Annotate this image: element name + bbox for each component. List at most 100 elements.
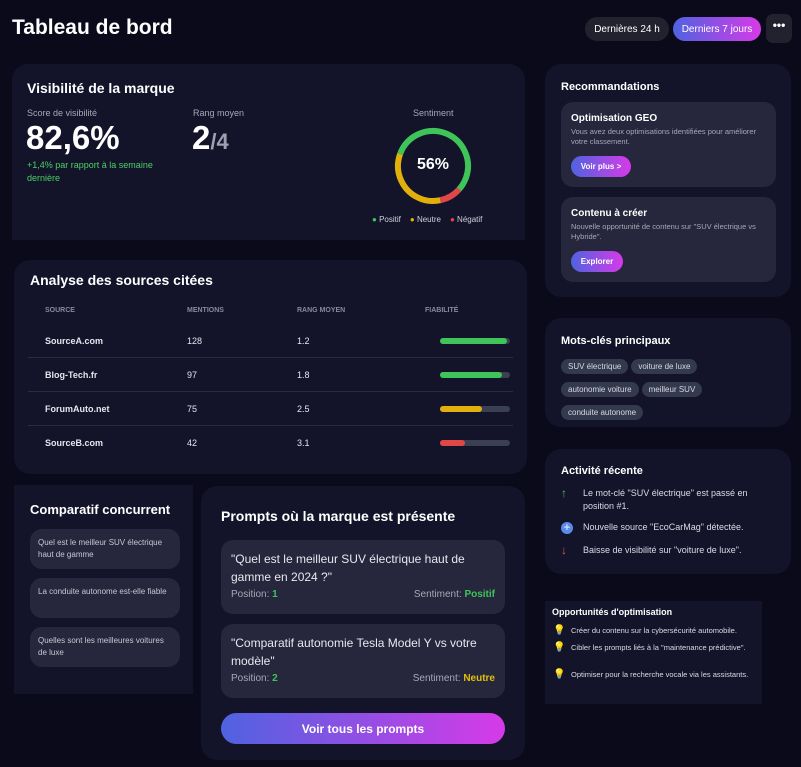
activity-item: Baisse de visibilité sur "voiture de lux… — [583, 545, 742, 555]
opportunity-item: Optimiser pour la recherche vocale via l… — [571, 670, 749, 679]
score-value: 82,6% — [26, 119, 120, 156]
reliability-fill — [440, 338, 507, 344]
legend-neutre: ● Neutre — [409, 215, 441, 224]
keyword-tag[interactable]: meilleur SUV — [641, 382, 703, 397]
donut-slice-neutre — [395, 128, 471, 204]
activity-item: Le mot-clé "SUV électrique" est passé en… — [583, 488, 748, 511]
recommendations-title: Recommandations — [561, 81, 660, 93]
prompt-text: "Comparatif autonomie Tesla Model Y vs v… — [231, 636, 477, 668]
col-mentions: MENTIONS — [187, 307, 224, 314]
sentiment-donut — [395, 128, 471, 204]
ellipsis-icon[interactable]: ••• — [766, 14, 792, 43]
rank-total: /4 — [210, 129, 229, 154]
competitor-item[interactable]: Quelles sont les meilleures voitures de … — [30, 627, 180, 667]
keywords-list: SUV électrique voiture de luxe autonomie v… — [561, 356, 731, 425]
score-delta: +1,4% par rapport à la semaine dernière — [27, 160, 153, 183]
recommendation-title: Optimisation GEO — [571, 113, 658, 124]
prompt-card[interactable]: "Comparatif autonomie Tesla Model Y vs v… — [221, 624, 505, 698]
activity-item: Nouvelle source "EcoCarMag" détectée. — [583, 522, 744, 532]
filter-24h-button[interactable]: Dernières 24 h — [585, 17, 669, 41]
recommendations-card: Recommandations Optimisation GEO Vous av… — [545, 64, 791, 297]
sources-title: Analyse des sources citées — [30, 272, 213, 288]
prompt-position: Position: 2 — [231, 673, 278, 684]
table-row[interactable]: Blog-Tech.fr 97 1.8 — [28, 358, 513, 392]
recommendation-geo: Optimisation GEO Vous avez deux optimisa… — [561, 102, 776, 187]
sources-card: Analyse des sources citées SOURCE MENTIO… — [14, 260, 527, 474]
activity-title: Activité récente — [561, 465, 643, 477]
reliability-fill — [440, 440, 465, 446]
sentiment-center-value: 56% — [416, 156, 450, 173]
competitor-title: Comparatif concurrent — [30, 502, 171, 517]
reliability-fill — [440, 372, 502, 378]
col-reliability: FIABILITÉ — [425, 307, 459, 314]
filter-7days-button[interactable]: Derniers 7 jours — [673, 17, 761, 41]
lightbulb-icon: 💡 — [553, 625, 566, 636]
reliability-fill — [440, 406, 482, 412]
prompt-card[interactable]: "Quel est le meilleur SUV électrique hau… — [221, 540, 505, 614]
opportunities-title: Opportunités d'optimisation — [552, 607, 673, 617]
reliability-bar — [440, 440, 510, 446]
visibility-card: Visibilité de la marque Score de visibil… — [12, 64, 525, 240]
mentions: 75 — [187, 404, 198, 414]
rank: 3.1 — [297, 438, 310, 448]
legend-positif: ● Positif — [372, 215, 401, 224]
activity-card: Activité récente ↑ Le mot-clé "SUV électr… — [545, 449, 791, 574]
recommendation-text: Nouvelle opportunité de contenu sur "SUV… — [571, 222, 756, 241]
source-name: Blog-Tech.fr — [45, 370, 98, 380]
keywords-card: Mots-clés principaux SUV électrique voitu… — [545, 318, 791, 427]
plus-circle-icon: + — [561, 521, 583, 534]
prompt-sentiment: Sentiment: Positif — [413, 589, 495, 600]
sentiment-label: Sentiment — [413, 108, 454, 118]
lightbulb-icon: 💡 — [553, 669, 566, 680]
col-source: SOURCE — [45, 307, 75, 314]
page-title: Tableau de bord — [12, 16, 173, 39]
competitor-item[interactable]: La conduite autonome est-elle fiable — [30, 578, 180, 618]
lightbulb-icon: 💡 — [553, 642, 566, 653]
recommendation-content: Contenu à créer Nouvelle opportunité de … — [561, 197, 776, 282]
source-name: SourceA.com — [45, 336, 104, 346]
prompts-title: Prompts où la marque est présente — [221, 508, 456, 524]
legend-negatif: ● Négatif — [449, 215, 483, 224]
recommendation-title: Contenu à créer — [571, 208, 648, 219]
keyword-tag[interactable]: autonomie voiture — [561, 382, 639, 397]
table-row[interactable]: SourceA.com 128 1.2 — [28, 324, 513, 358]
col-rank: RANG MOYEN — [297, 307, 346, 314]
mentions: 97 — [187, 370, 198, 380]
visibility-title: Visibilité de la marque — [27, 80, 175, 96]
mentions: 128 — [187, 336, 203, 346]
competitor-card: Comparatif concurrent Quel est le meille… — [14, 485, 193, 694]
reliability-bar — [440, 372, 510, 378]
rank: 2.5 — [297, 404, 310, 414]
keywords-title: Mots-clés principaux — [561, 335, 671, 347]
score-label: Score de visibilité — [27, 108, 98, 118]
source-name: SourceB.com — [45, 438, 104, 448]
prompt-position: Position: 1 — [231, 589, 278, 600]
competitor-item[interactable]: Quel est le meilleur SUV électrique haut… — [30, 529, 180, 569]
explorer-button[interactable]: Explorer — [571, 251, 623, 272]
keyword-tag[interactable]: SUV électrique — [561, 359, 629, 374]
opportunity-item: Cibler les prompts liés à la "maintenanc… — [571, 643, 746, 652]
table-row[interactable]: ForumAuto.net 75 2.5 — [28, 392, 513, 426]
arrow-up-icon: ↑ — [561, 486, 567, 500]
rank: 1.8 — [297, 370, 310, 380]
keyword-tag[interactable]: conduite autonome — [561, 405, 644, 420]
opportunities-card: Opportunités d'optimisation 💡 Créer du co… — [545, 601, 762, 704]
rank: 1.2 — [297, 336, 310, 346]
voir-plus-button[interactable]: Voir plus > — [571, 156, 631, 177]
keyword-tag[interactable]: voiture de luxe — [631, 359, 698, 374]
mentions: 42 — [187, 438, 198, 448]
opportunity-item: Créer du contenu sur la cybersécurité au… — [571, 626, 737, 635]
prompts-card: Prompts où la marque est présente "Quel … — [201, 486, 525, 760]
prompt-text: "Quel est le meilleur SUV électrique hau… — [231, 552, 465, 584]
view-all-prompts-button[interactable]: Voir tous les prompts — [221, 713, 505, 744]
prompt-sentiment: Sentiment: Neutre — [412, 673, 495, 684]
rank-label: Rang moyen — [193, 108, 245, 118]
reliability-bar — [440, 338, 510, 344]
arrow-down-icon: ↓ — [561, 543, 567, 557]
table-row[interactable]: SourceB.com 42 3.1 — [28, 426, 513, 460]
recommendation-text: Vous avez deux optimisations identifiées… — [571, 127, 757, 146]
reliability-bar — [440, 406, 510, 412]
source-name: ForumAuto.net — [45, 404, 110, 414]
rank-value: 2 — [192, 119, 211, 156]
sentiment-legend: ● Positif ● Neutre ● Négatif — [372, 215, 482, 224]
